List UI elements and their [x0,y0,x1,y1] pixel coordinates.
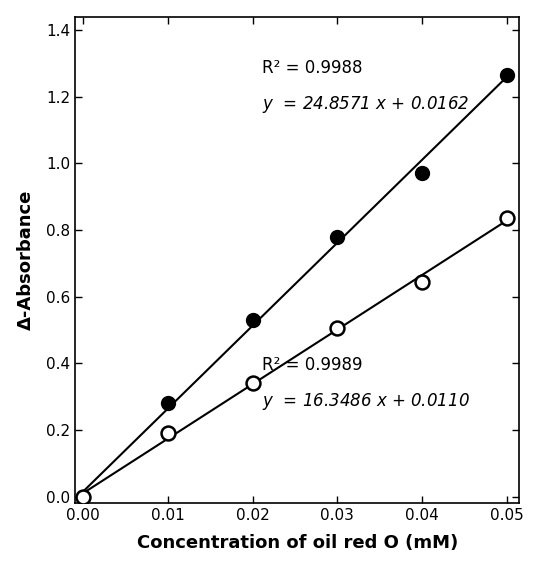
Point [248,379,257,388]
Point [164,399,173,408]
Point [248,315,257,324]
Text: R² = 0.9988: R² = 0.9988 [262,59,362,77]
Point [164,429,173,438]
Point [503,71,511,80]
Text: $y$  = 24.8571 $x$ + 0.0162: $y$ = 24.8571 $x$ + 0.0162 [262,94,469,115]
X-axis label: Concentration of oil red O (mM): Concentration of oil red O (mM) [136,534,458,552]
Point [79,492,88,501]
Point [333,324,342,333]
Text: $y$  = 16.3486 $x$ + 0.0110: $y$ = 16.3486 $x$ + 0.0110 [262,391,470,411]
Point [79,492,88,501]
Y-axis label: Δ-Absorbance: Δ-Absorbance [17,190,35,330]
Point [418,277,426,286]
Point [333,232,342,241]
Point [503,214,511,223]
Text: R² = 0.9989: R² = 0.9989 [262,356,362,374]
Point [418,169,426,178]
